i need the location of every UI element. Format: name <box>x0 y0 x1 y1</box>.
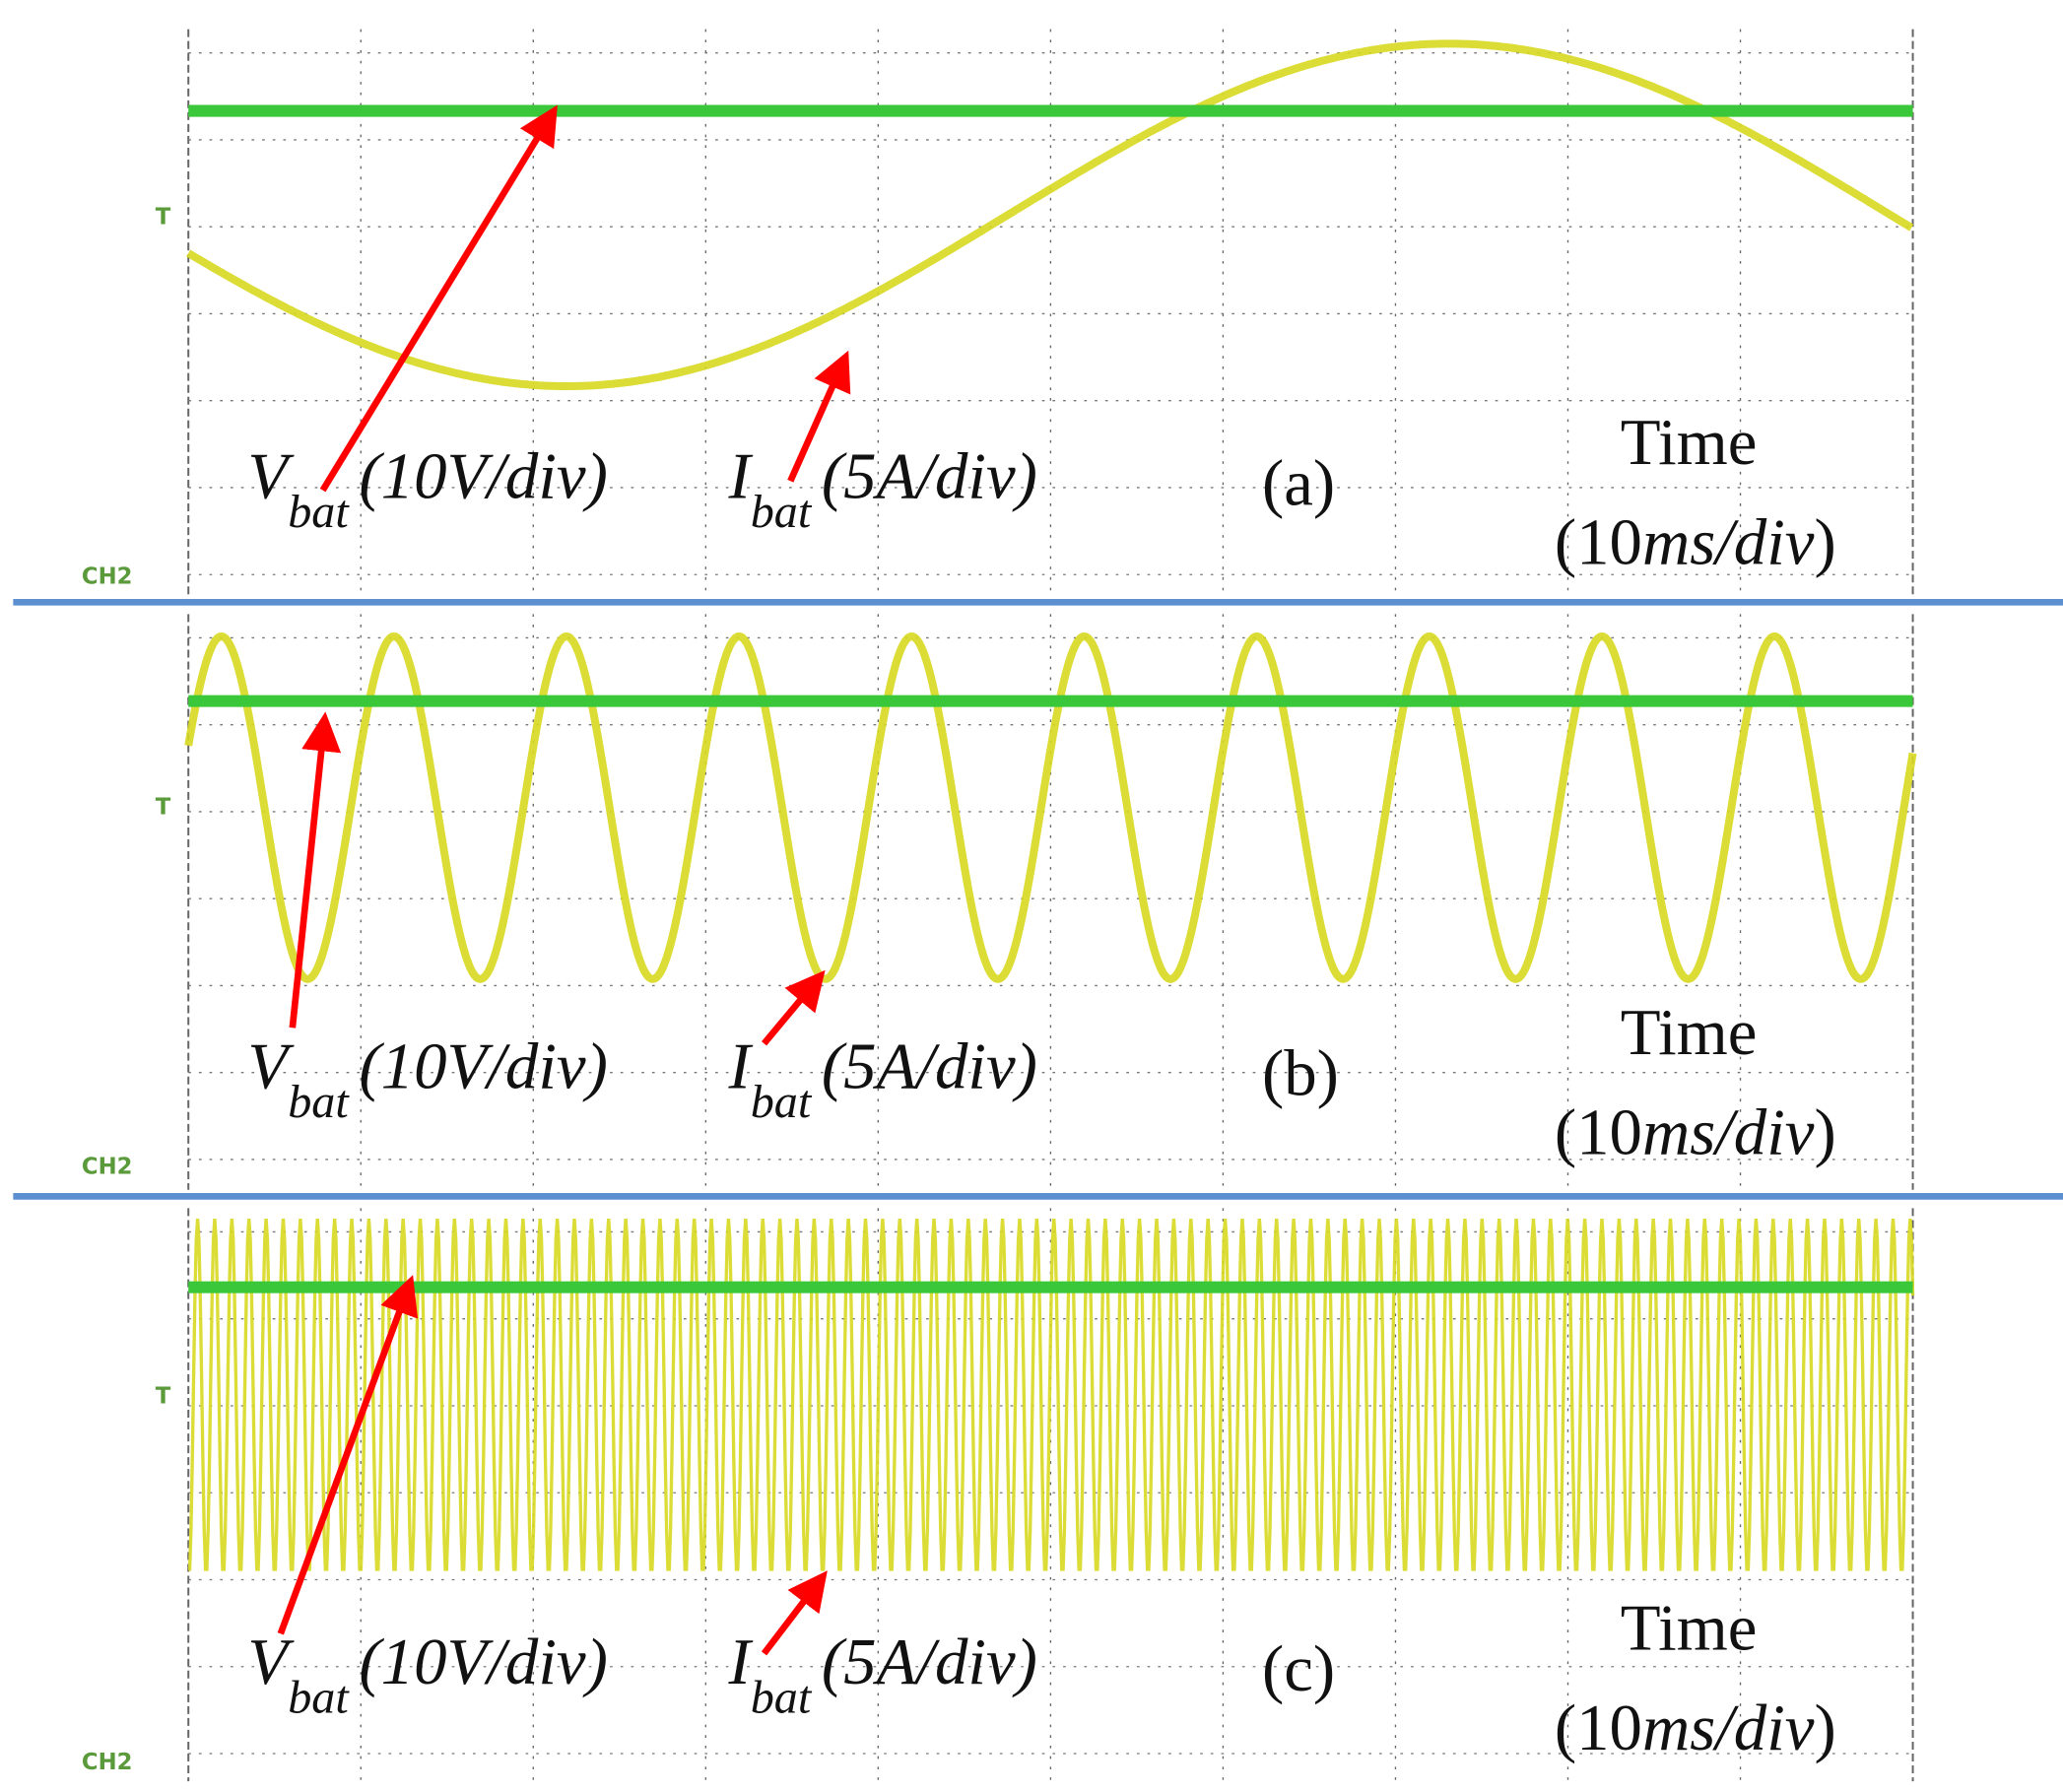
current-trace <box>186 39 1914 391</box>
scale: (10V/div) <box>359 1030 607 1103</box>
arrow <box>787 350 851 483</box>
subscript: bat <box>751 1672 813 1724</box>
voltage-label: Vbat (10V/div) <box>247 1030 607 1128</box>
subscript: bat <box>288 1076 350 1128</box>
arrow <box>761 1570 828 1656</box>
scale-close: ) <box>1814 506 1835 579</box>
time-title: Time <box>1621 406 1758 479</box>
scale: (10V/div) <box>359 1626 607 1698</box>
symbol: I <box>727 440 753 513</box>
current-trace <box>187 1218 1915 1571</box>
scale: (5A/div) <box>822 1030 1037 1103</box>
subscript: bat <box>751 486 813 538</box>
symbol: V <box>247 1030 295 1103</box>
subscript: bat <box>288 1672 350 1724</box>
voltage-label: Vbat (10V/div) <box>247 440 607 538</box>
subscript: bat <box>288 486 350 538</box>
time-scale: (10ms/div) <box>1555 1096 1836 1169</box>
scale: (5A/div) <box>822 1626 1037 1698</box>
arrow <box>289 711 342 1029</box>
panel-label: (a) <box>1262 446 1335 519</box>
panel-label: (c) <box>1262 1632 1335 1705</box>
time-title: Time <box>1621 1591 1758 1664</box>
channel-label: CH2 <box>82 1155 132 1180</box>
time-scale: (10ms/div) <box>1555 1692 1836 1764</box>
scale-unit: ms/div <box>1642 1096 1815 1169</box>
scale: (5A/div) <box>822 440 1037 513</box>
panel-label: (b) <box>1262 1036 1339 1109</box>
scale-close: ) <box>1814 1096 1835 1169</box>
current-label: Ibat (5A/div) <box>727 1626 1036 1723</box>
scale-open: (10 <box>1555 506 1642 579</box>
scale: (10V/div) <box>359 440 607 513</box>
arrow <box>761 969 826 1046</box>
voltage-label: Vbat (10V/div) <box>247 1626 607 1723</box>
time-title: Time <box>1621 996 1758 1069</box>
subscript: bat <box>751 1076 813 1128</box>
trigger-marker: T <box>156 1383 171 1409</box>
arrow <box>319 104 558 493</box>
scale-unit: ms/div <box>1642 506 1815 579</box>
scale-open: (10 <box>1555 1692 1642 1764</box>
scale-close: ) <box>1814 1692 1835 1764</box>
channel-label: CH2 <box>82 564 132 590</box>
symbol: V <box>247 1626 295 1698</box>
symbol: V <box>247 440 295 513</box>
trigger-marker: T <box>156 795 171 821</box>
arrow <box>277 1275 419 1635</box>
scale-unit: ms/div <box>1642 1692 1815 1764</box>
current-label: Ibat (5A/div) <box>727 1030 1036 1128</box>
scale-open: (10 <box>1555 1096 1642 1169</box>
symbol: I <box>727 1030 753 1103</box>
trigger-marker: T <box>156 205 171 231</box>
current-label: Ibat (5A/div) <box>727 440 1036 538</box>
channel-label: CH2 <box>82 1750 132 1775</box>
symbol: I <box>727 1626 753 1698</box>
time-scale: (10ms/div) <box>1555 506 1836 579</box>
